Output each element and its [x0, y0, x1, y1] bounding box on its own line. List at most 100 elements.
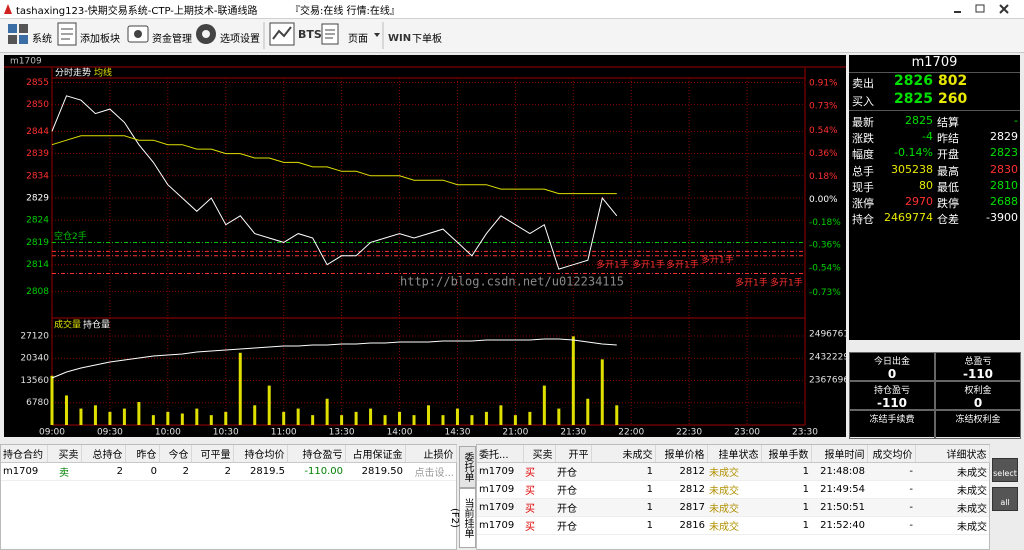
table-cell: 未成交 — [915, 462, 989, 481]
volume-bar — [586, 398, 590, 425]
account-label: 权利金 — [964, 386, 992, 396]
volume-bar — [427, 405, 430, 425]
volume-bar — [180, 413, 184, 425]
order-tag: 多开1手 — [632, 259, 665, 271]
y-tick-label: 2839 — [26, 149, 49, 159]
volume-bar — [50, 375, 54, 425]
field-value: 2970 — [905, 195, 933, 208]
volume-bar — [151, 415, 155, 425]
toolbar-button[interactable]: 添加板块 — [80, 34, 120, 45]
account-panel: 今日出金 0 总盈亏 -110 持仓盈亏 -110 权利金 0 冻结手续费 冻结权利金 — [849, 352, 1021, 439]
y2-tick-label: 0.18% — [809, 172, 838, 182]
volume-bar — [455, 408, 459, 425]
window-controls[interactable] — [950, 3, 1022, 15]
column-header: 委托... — [477, 445, 524, 463]
volume-bar — [470, 415, 474, 425]
account-value: 0 — [887, 367, 897, 381]
table-cell: 2817 — [655, 498, 707, 517]
column-header: 总持仓 — [81, 445, 126, 463]
price-line — [51, 135, 617, 195]
column-header: 报单时间 — [811, 445, 868, 463]
volume-bar — [499, 405, 503, 425]
table-cell: m1709 — [477, 498, 523, 517]
field-label: 涨停 — [852, 197, 874, 210]
column-header: 成交均价 — [867, 445, 916, 463]
table-cell: 买 — [523, 480, 555, 499]
field-label: 最低 — [937, 180, 959, 194]
x-tick-label: 21:00 — [502, 428, 528, 438]
quote-panel: m1709 卖出 2826 802 买入 2825 260 最新 2825 结算 - 涨跌 -4 昨结 28… — [849, 55, 1020, 340]
account-cell: 今日出金 0 — [849, 352, 935, 381]
volume-bar — [571, 336, 575, 425]
table-cell: 开仓 — [555, 480, 591, 499]
app-icon — [4, 4, 12, 14]
table-cell: m1709 — [477, 516, 523, 535]
volume-tick-label: 27120 — [20, 331, 49, 341]
x-tick-label: 09:30 — [97, 428, 123, 438]
field-value: 2688 — [990, 195, 1018, 208]
field-label: 开盘 — [937, 148, 959, 162]
table-cell: 未成交 — [915, 480, 989, 499]
quote-label: 卖出 — [852, 77, 874, 90]
field-value: 80 — [919, 178, 933, 192]
field-value: 2825 — [905, 114, 933, 127]
table-cell: m1709 — [477, 480, 523, 499]
toolbar-button[interactable]: 系统 — [32, 34, 52, 45]
account-label: 冻结手续费 — [869, 415, 915, 425]
table-cell: 2 — [81, 462, 125, 481]
window-title: tashaxing123-快期交易系统-CTP-上期技术-联通线路 — [16, 6, 258, 17]
table-cell: 2819.50 — [345, 462, 405, 481]
field-value: 305238 — [891, 162, 933, 176]
field-label: 跌停 — [937, 197, 959, 210]
field-label: 最高 — [937, 164, 959, 178]
table-cell: 未成交 — [707, 516, 761, 535]
account-label: 总盈亏 — [964, 357, 992, 367]
field-value: 2823 — [990, 146, 1018, 160]
table-row: m1709 买开仓 1 2817 未成交 1 21:50:51- 未成交 — [477, 498, 989, 517]
volume-bar — [615, 405, 619, 425]
account-label: 冻结权利金 — [955, 415, 1001, 425]
volume-bar — [340, 415, 344, 425]
connection-status: 『交易:在线 行情:在线』 — [290, 6, 400, 17]
toolbar-button[interactable]: 选项设置 — [220, 34, 260, 45]
account-value: -110 — [876, 396, 908, 410]
account-cell: 权利金 0 — [935, 381, 1021, 410]
toolbar-button[interactable]: 下单板 — [412, 34, 442, 45]
separator — [849, 110, 1020, 111]
field-value: 2810 — [990, 178, 1018, 192]
x-tick-label: 14:30 — [444, 428, 470, 438]
select-button[interactable]: select — [992, 458, 1018, 482]
toolbar-button[interactable]: 资金管理 — [152, 34, 192, 45]
volume-bar — [398, 411, 402, 425]
table-cell: m1709 — [1, 462, 47, 481]
account-cell: 持仓盈亏 -110 — [849, 381, 935, 410]
toolbar-icon-text[interactable]: BTS — [298, 28, 322, 41]
table-cell: 21:50:51 — [811, 498, 867, 517]
account-cell: 冻结权利金 — [935, 410, 1021, 439]
column-header: 未成交 — [591, 445, 656, 463]
toolbar-icon-text[interactable]: WIN — [388, 33, 412, 44]
table-cell: 1 — [761, 498, 811, 517]
order-tag: 多开1手 — [666, 259, 699, 271]
table-cell: 未成交 — [915, 516, 989, 535]
x-tick-label: 23:30 — [792, 428, 818, 438]
field-value: - — [1014, 114, 1018, 127]
account-value: -110 — [962, 367, 994, 381]
volume-bar — [369, 408, 373, 425]
tab[interactable]: 委托单 — [459, 446, 476, 488]
y2-tick-label: 0.00% — [809, 195, 838, 205]
all-button[interactable]: all — [992, 487, 1018, 511]
volume-bar — [209, 415, 213, 425]
account-label: 今日出金 — [873, 357, 910, 367]
toolbar-button[interactable]: 页面 — [348, 34, 368, 45]
tab[interactable]: 当前挂单(F2) — [449, 488, 476, 548]
y-tick-label: 2814 — [26, 260, 49, 270]
x-tick-label: 13:30 — [329, 428, 355, 438]
volume-bar — [224, 411, 228, 425]
table-cell: 2 — [191, 462, 233, 481]
volume-bar — [195, 408, 199, 425]
volume-bar — [354, 411, 358, 425]
volume-bar — [484, 411, 488, 425]
quote-label: 买入 — [852, 95, 874, 108]
volume-bar — [441, 415, 445, 425]
